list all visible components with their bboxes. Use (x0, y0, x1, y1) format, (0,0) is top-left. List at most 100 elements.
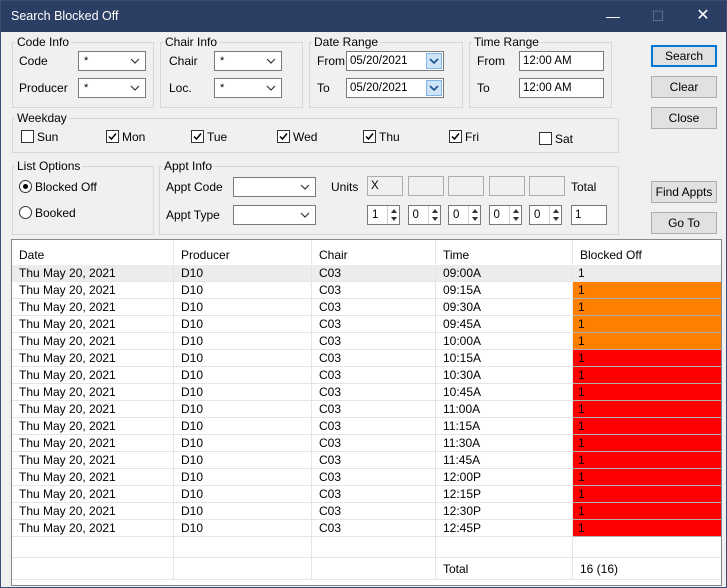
go-to-button[interactable]: Go To (651, 212, 717, 234)
blocked-off-radio[interactable] (19, 180, 32, 193)
unit-spinner[interactable]: 0 (407, 205, 441, 225)
column-header[interactable]: Blocked Off (573, 240, 721, 268)
table-cell-chair: C03 (312, 486, 436, 503)
table-row[interactable]: Thu May 20, 2021 D10 C03 12:00P 1 (12, 469, 721, 486)
cell-value: 11:00A (443, 402, 481, 416)
table-row[interactable]: Thu May 20, 2021 D10 C03 09:00A 1 (12, 265, 721, 282)
column-header[interactable]: Producer (174, 240, 312, 268)
close-window-button[interactable]: ✕ (696, 7, 710, 24)
cell-value: D10 (181, 300, 204, 314)
cell-value: Thu May 20, 2021 (19, 385, 116, 399)
code-combo[interactable]: * (78, 51, 146, 71)
spinner-arrows-icon[interactable] (468, 206, 480, 224)
weekday-checkbox-fri[interactable] (449, 130, 462, 143)
unit-spinner[interactable]: 0 (529, 205, 562, 225)
footer-cell (312, 558, 436, 580)
table-cell-time: 12:30P (436, 503, 573, 520)
table-row[interactable]: Thu May 20, 2021 D10 C03 09:45A 1 (12, 316, 721, 333)
date-to-picker[interactable]: 05/20/2021 (346, 78, 444, 98)
table-cell-time: 10:45A (436, 384, 573, 401)
table-row[interactable]: Thu May 20, 2021 D10 C03 11:15A 1 (12, 418, 721, 435)
table-row[interactable]: Thu May 20, 2021 D10 C03 11:00A 1 (12, 401, 721, 418)
loc-combo[interactable]: * (214, 78, 282, 98)
chair-combo[interactable]: * (214, 51, 282, 71)
date-to-value: 05/20/2021 (350, 82, 408, 94)
weekday-label-wed[interactable]: Wed (293, 130, 318, 144)
unit-spinner[interactable]: 0 (488, 205, 522, 225)
weekday-label-tue[interactable]: Tue (207, 130, 228, 144)
table-row[interactable]: Thu May 20, 2021 D10 C03 10:45A 1 (12, 384, 721, 401)
producer-combo[interactable]: * (78, 78, 146, 98)
spinner-arrows-icon[interactable] (549, 206, 561, 224)
footer-cell: Total (436, 558, 573, 580)
column-header[interactable]: Time (436, 240, 573, 268)
table-row[interactable]: Thu May 20, 2021 D10 C03 12:15P 1 (12, 486, 721, 503)
minimize-button[interactable]: — (606, 8, 620, 24)
time-from-input[interactable]: 12:00 AM (519, 51, 604, 71)
appt-type-combo[interactable] (233, 205, 316, 225)
table-cell-chair: C03 (312, 452, 436, 469)
find-appts-button[interactable]: Find Appts (651, 181, 717, 203)
blocked-off-label[interactable]: Blocked Off (35, 180, 97, 194)
column-header[interactable]: Chair (312, 240, 436, 268)
weekday-checkbox-mon[interactable] (106, 130, 119, 143)
blocked-off-table[interactable]: Date Producer Chair Time Blocked Off Thu May… (11, 239, 722, 586)
table-cell-date: Thu May 20, 2021 (12, 503, 174, 520)
table-row[interactable]: Thu May 20, 2021 D10 C03 12:45P 1 (12, 520, 721, 537)
date-from-value: 05/20/2021 (350, 55, 408, 67)
date-to-label: To (317, 81, 330, 95)
cell-value: Thu May 20, 2021 (19, 317, 116, 331)
table-cell-blocked: 1 (573, 452, 721, 469)
weekday-label-sat[interactable]: Sat (555, 132, 574, 146)
footer-cell (12, 558, 174, 580)
maximize-button[interactable]: ☐ (651, 8, 665, 24)
weekday-label-sun[interactable]: Sun (37, 130, 59, 144)
booked-label[interactable]: Booked (35, 206, 76, 220)
search-button[interactable]: Search (651, 45, 717, 67)
spinner-arrows-icon[interactable] (387, 206, 399, 224)
table-row[interactable]: Thu May 20, 2021 D10 C03 11:45A 1 (12, 452, 721, 469)
clear-button[interactable]: Clear (651, 76, 717, 98)
appt-code-combo[interactable] (233, 177, 316, 197)
weekday-label-mon[interactable]: Mon (122, 130, 146, 144)
weekday-checkbox-thu[interactable] (363, 130, 376, 143)
time-to-input[interactable]: 12:00 AM (519, 78, 604, 98)
spinner-arrows-icon[interactable] (508, 206, 521, 224)
weekday-checkbox-wed[interactable] (277, 130, 290, 143)
table-row[interactable]: Thu May 20, 2021 D10 C03 09:15A 1 (12, 282, 721, 299)
calendar-dropdown-icon[interactable] (426, 80, 442, 96)
calendar-dropdown-icon[interactable] (426, 53, 442, 69)
table-row[interactable]: Thu May 20, 2021 D10 C03 10:15A 1 (12, 350, 721, 367)
spinner-arrows-icon[interactable] (427, 206, 440, 224)
table-row[interactable]: Thu May 20, 2021 D10 C03 09:30A 1 (12, 299, 721, 316)
weekday-checkbox-sat[interactable] (539, 132, 552, 145)
close-button[interactable]: Close (651, 107, 717, 129)
unit-box (448, 176, 484, 196)
weekday-label-thu[interactable]: Thu (379, 130, 400, 144)
weekday-checkbox-tue[interactable] (191, 130, 204, 143)
table-row[interactable]: Thu May 20, 2021 D10 C03 10:30A 1 (12, 367, 721, 384)
unit-spinner[interactable]: 1 (367, 205, 400, 225)
table-cell-chair: C03 (312, 503, 436, 520)
cell-value: D10 (181, 504, 204, 518)
date-from-picker[interactable]: 05/20/2021 (346, 51, 444, 71)
weekday-checkbox-sun[interactable] (21, 130, 34, 143)
producer-combo-value: * (84, 82, 89, 94)
cell-value: 12:15P (443, 487, 482, 501)
table-row[interactable]: Thu May 20, 2021 D10 C03 11:30A 1 (12, 435, 721, 452)
units-total-value: 1 (575, 209, 582, 221)
cell-value: 1 (578, 368, 585, 382)
unit-spinner-value: 0 (412, 209, 419, 221)
table-row[interactable]: Thu May 20, 2021 D10 C03 10:00A 1 (12, 333, 721, 350)
footer-cell (174, 558, 312, 580)
column-header[interactable]: Date (12, 240, 174, 268)
code-combo-value: * (84, 55, 89, 67)
booked-radio[interactable] (19, 206, 32, 219)
unit-spinner[interactable]: 0 (448, 205, 481, 225)
weekday-label-fri[interactable]: Fri (465, 130, 479, 144)
table-cell-time: 11:45A (436, 452, 573, 469)
total-label: Total (571, 180, 597, 194)
table-cell-chair: C03 (312, 299, 436, 316)
table-row[interactable]: Thu May 20, 2021 D10 C03 12:30P 1 (12, 503, 721, 520)
